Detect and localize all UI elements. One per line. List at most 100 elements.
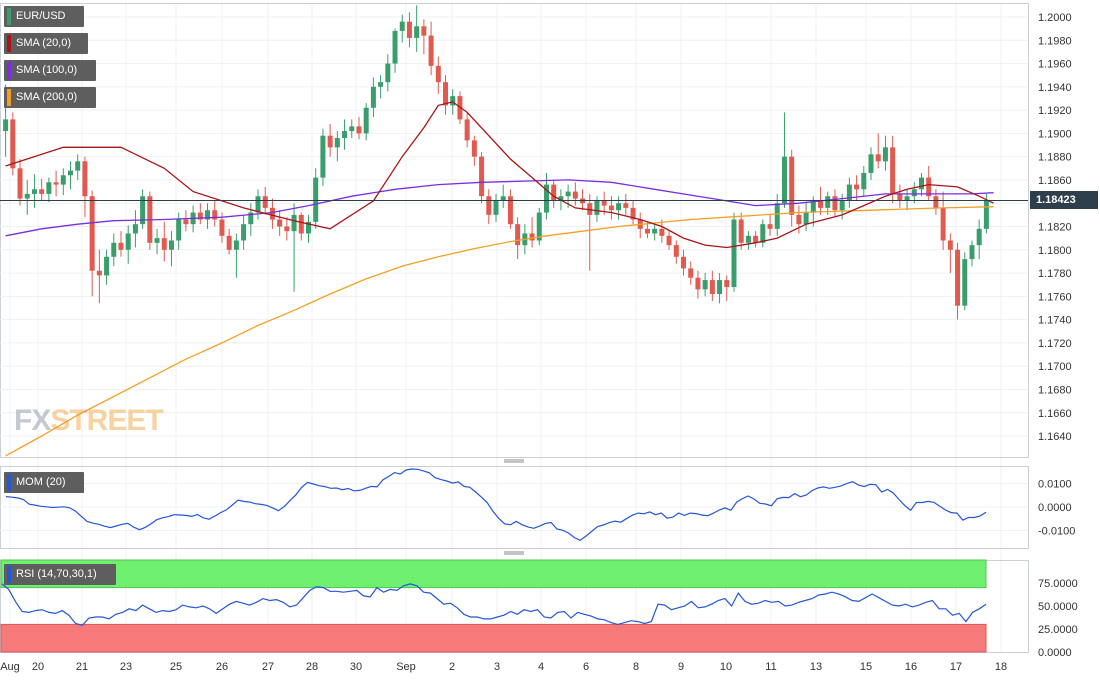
candle-body <box>370 86 376 108</box>
candle-body <box>832 196 838 211</box>
candle-body <box>342 131 348 139</box>
price-panel-frame <box>0 3 1029 458</box>
candle-body <box>24 193 30 199</box>
candle-body <box>132 224 138 234</box>
legend-sma20-label: SMA (20,0) <box>16 37 72 49</box>
x-tick-label: 18 <box>995 661 1007 673</box>
candle-body <box>890 147 896 194</box>
candle-body <box>818 200 824 208</box>
y-tick-label: 1.1760 <box>1038 291 1072 303</box>
candle-body <box>284 226 290 232</box>
x-tick-label: 10 <box>720 661 732 673</box>
candle-body <box>269 207 275 220</box>
candle-body <box>594 200 600 215</box>
x-tick-label: 6 <box>583 661 589 673</box>
candle-body <box>277 219 283 227</box>
candle-body <box>940 207 946 241</box>
candle-body <box>947 240 953 250</box>
candle-body <box>406 21 412 38</box>
candle-body <box>313 177 319 222</box>
y-tick-label: 75.0000 <box>1038 578 1078 590</box>
candle-body <box>435 65 441 83</box>
rsi-overbought-zone <box>0 559 987 589</box>
y-tick-label: 1.1740 <box>1038 315 1072 327</box>
candle-body <box>846 184 852 201</box>
candle-body <box>666 235 672 246</box>
candle-body <box>471 140 477 157</box>
candle-body <box>226 235 232 250</box>
candle-body <box>868 154 874 173</box>
candle-body <box>529 233 535 241</box>
candle-body <box>623 203 629 208</box>
y-tick-label: 1.1960 <box>1038 59 1072 71</box>
candle-body <box>774 203 780 229</box>
candle-body <box>46 182 52 194</box>
candle-body <box>738 219 744 243</box>
legend-sma100-label: SMA (100,0) <box>16 64 78 76</box>
candle-body <box>918 177 924 190</box>
candle-body <box>486 196 492 215</box>
candle-body <box>825 196 831 208</box>
candle-body <box>96 270 102 276</box>
y-tick-label: 0.0000 <box>1038 502 1072 514</box>
legend-rsi[interactable]: RSI (14,70,30,1) <box>4 564 116 585</box>
candle-body <box>616 203 622 211</box>
legend-sma200[interactable]: SMA (200,0) <box>4 87 96 108</box>
x-tick-label: 13 <box>810 661 822 673</box>
candle-body <box>796 214 802 225</box>
legend-pair[interactable]: EUR/USD <box>4 6 84 27</box>
candle-body <box>753 235 759 243</box>
candle-body <box>125 233 131 250</box>
candle-body <box>789 156 795 215</box>
candle-body <box>428 35 434 66</box>
candle-body <box>652 228 658 234</box>
candle-body <box>356 126 362 134</box>
candle-body <box>659 228 665 236</box>
candle-body <box>349 126 355 132</box>
x-tick-label: 15 <box>860 661 872 673</box>
candle-body <box>305 221 311 234</box>
candle-body <box>601 200 607 206</box>
candle-body <box>53 182 59 185</box>
candle-body <box>378 82 384 87</box>
x-tick-label: Aug <box>0 661 20 673</box>
candle-body <box>543 184 549 213</box>
legend-sma20[interactable]: SMA (20,0) <box>4 33 88 54</box>
candle-body <box>3 119 9 132</box>
candle-body <box>558 196 564 201</box>
candle-body <box>414 26 420 38</box>
y-tick-label: 1.1920 <box>1038 105 1072 117</box>
x-tick-label: 16 <box>905 661 917 673</box>
candle-body <box>140 196 146 225</box>
y-tick-label: -0.0100 <box>1038 525 1075 537</box>
legend-sma100[interactable]: SMA (100,0) <box>4 60 96 81</box>
candle-body <box>241 224 247 241</box>
candle-body <box>969 245 975 260</box>
rsi-color-swatch <box>7 566 11 583</box>
candle-body <box>75 161 81 171</box>
x-tick-label: 17 <box>950 661 962 673</box>
x-tick-label: 27 <box>262 661 274 673</box>
candle-body <box>551 184 557 201</box>
candle-body <box>565 191 571 197</box>
candle-body <box>695 277 701 290</box>
x-tick-label: 8 <box>633 661 639 673</box>
legend-mom[interactable]: MOM (20) <box>4 472 84 493</box>
candle-body <box>507 196 513 225</box>
candle-body <box>31 189 37 194</box>
candle-body <box>291 214 297 232</box>
sma200-line <box>5 206 994 457</box>
y-tick-label: 1.1800 <box>1038 245 1072 257</box>
y-tick-label: 1.1720 <box>1038 338 1072 350</box>
sma20-line <box>5 101 994 249</box>
candle-body <box>464 119 470 141</box>
candle-body <box>154 238 160 243</box>
candle-body <box>118 242 124 250</box>
x-tick-label: 20 <box>32 661 44 673</box>
legend-pair-label: EUR/USD <box>16 10 66 22</box>
mom-color-swatch <box>7 474 11 491</box>
x-tick-label: 3 <box>494 661 500 673</box>
y-tick-label: 1.1660 <box>1038 408 1072 420</box>
candle-body <box>399 21 405 31</box>
